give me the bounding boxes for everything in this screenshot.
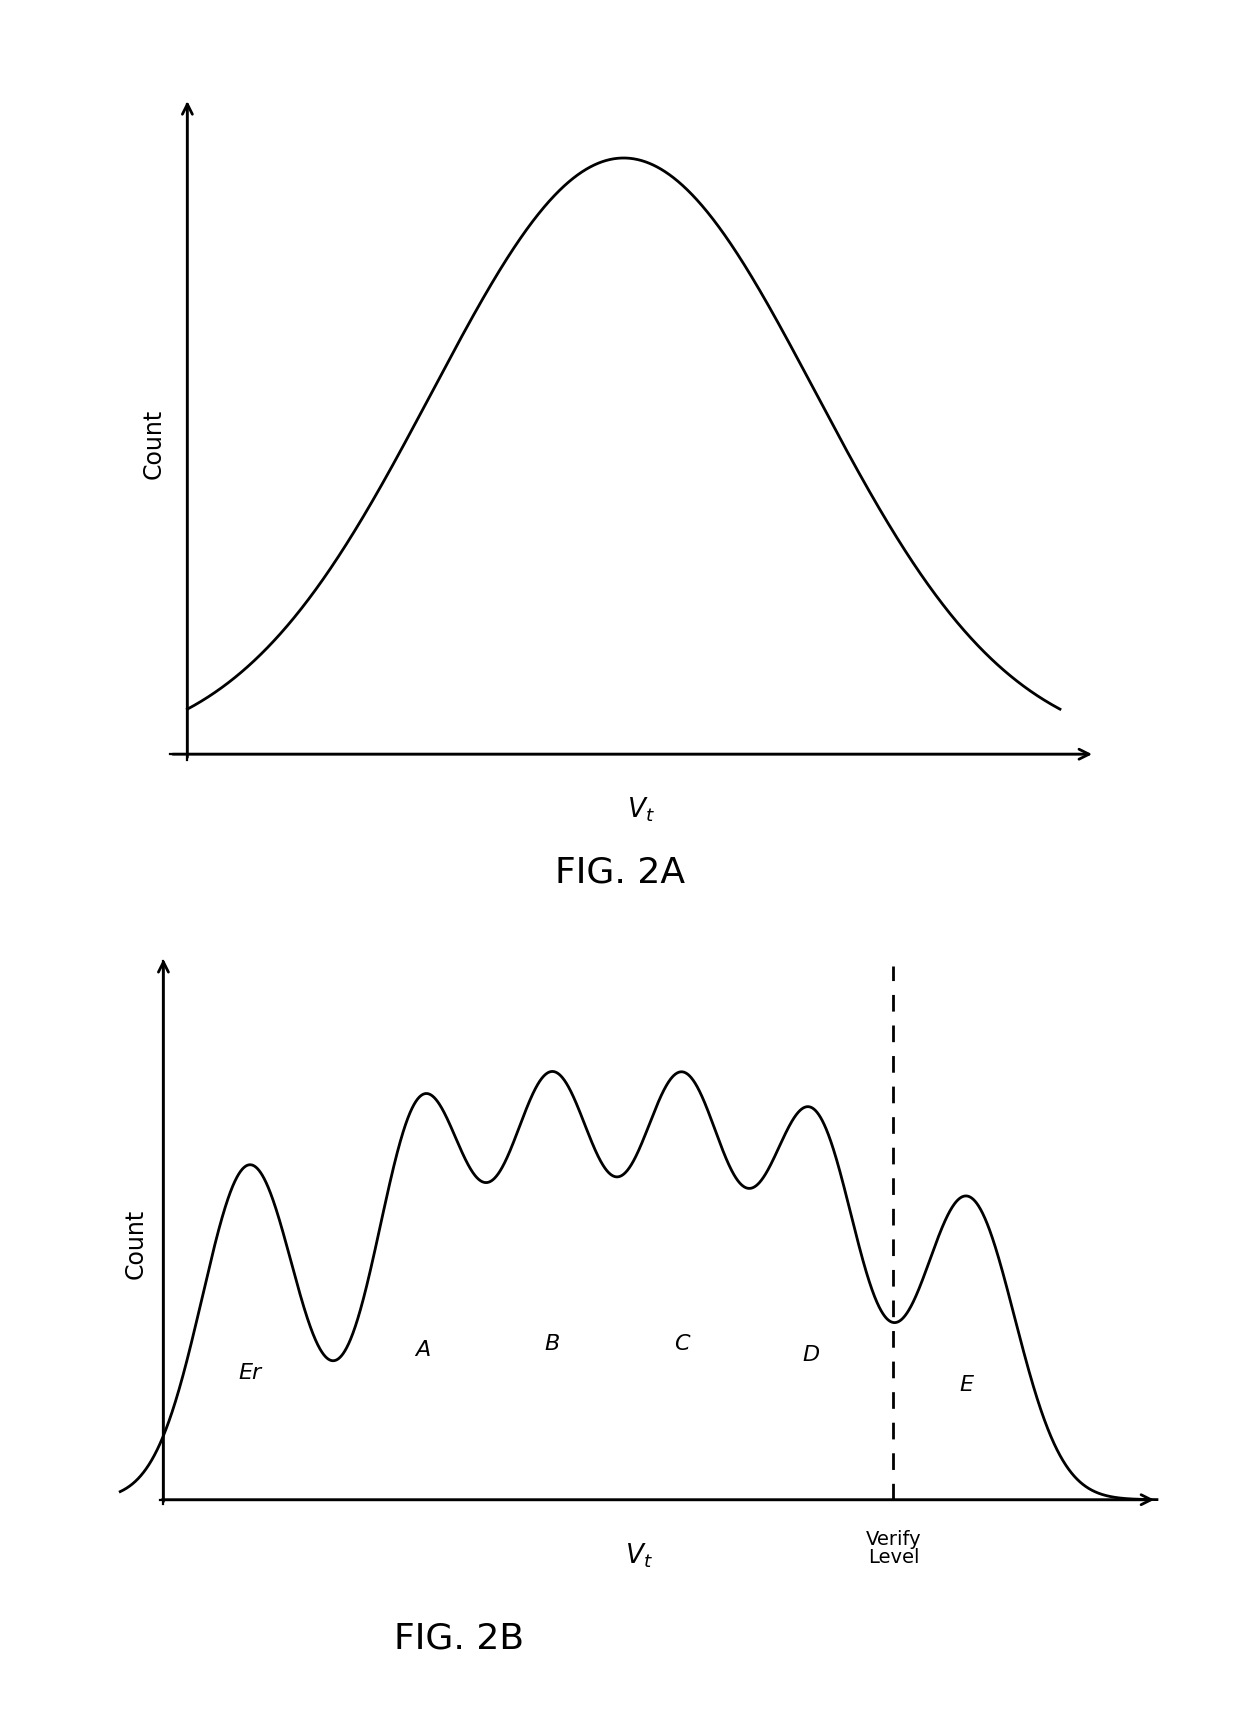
Text: E: E — [960, 1375, 973, 1395]
Text: Level: Level — [868, 1549, 919, 1568]
Text: A: A — [415, 1340, 430, 1359]
Text: FIG. 2A: FIG. 2A — [556, 856, 684, 890]
Text: $V_t$: $V_t$ — [627, 795, 655, 825]
Text: C: C — [675, 1335, 689, 1354]
Text: B: B — [544, 1335, 559, 1354]
Text: Er: Er — [238, 1362, 262, 1383]
Text: FIG. 2B: FIG. 2B — [394, 1622, 523, 1656]
Text: $V_t$: $V_t$ — [625, 1542, 652, 1570]
Text: Verify: Verify — [866, 1530, 921, 1549]
Text: Count: Count — [124, 1209, 148, 1279]
Text: D: D — [802, 1345, 820, 1364]
Text: Count: Count — [141, 410, 166, 479]
